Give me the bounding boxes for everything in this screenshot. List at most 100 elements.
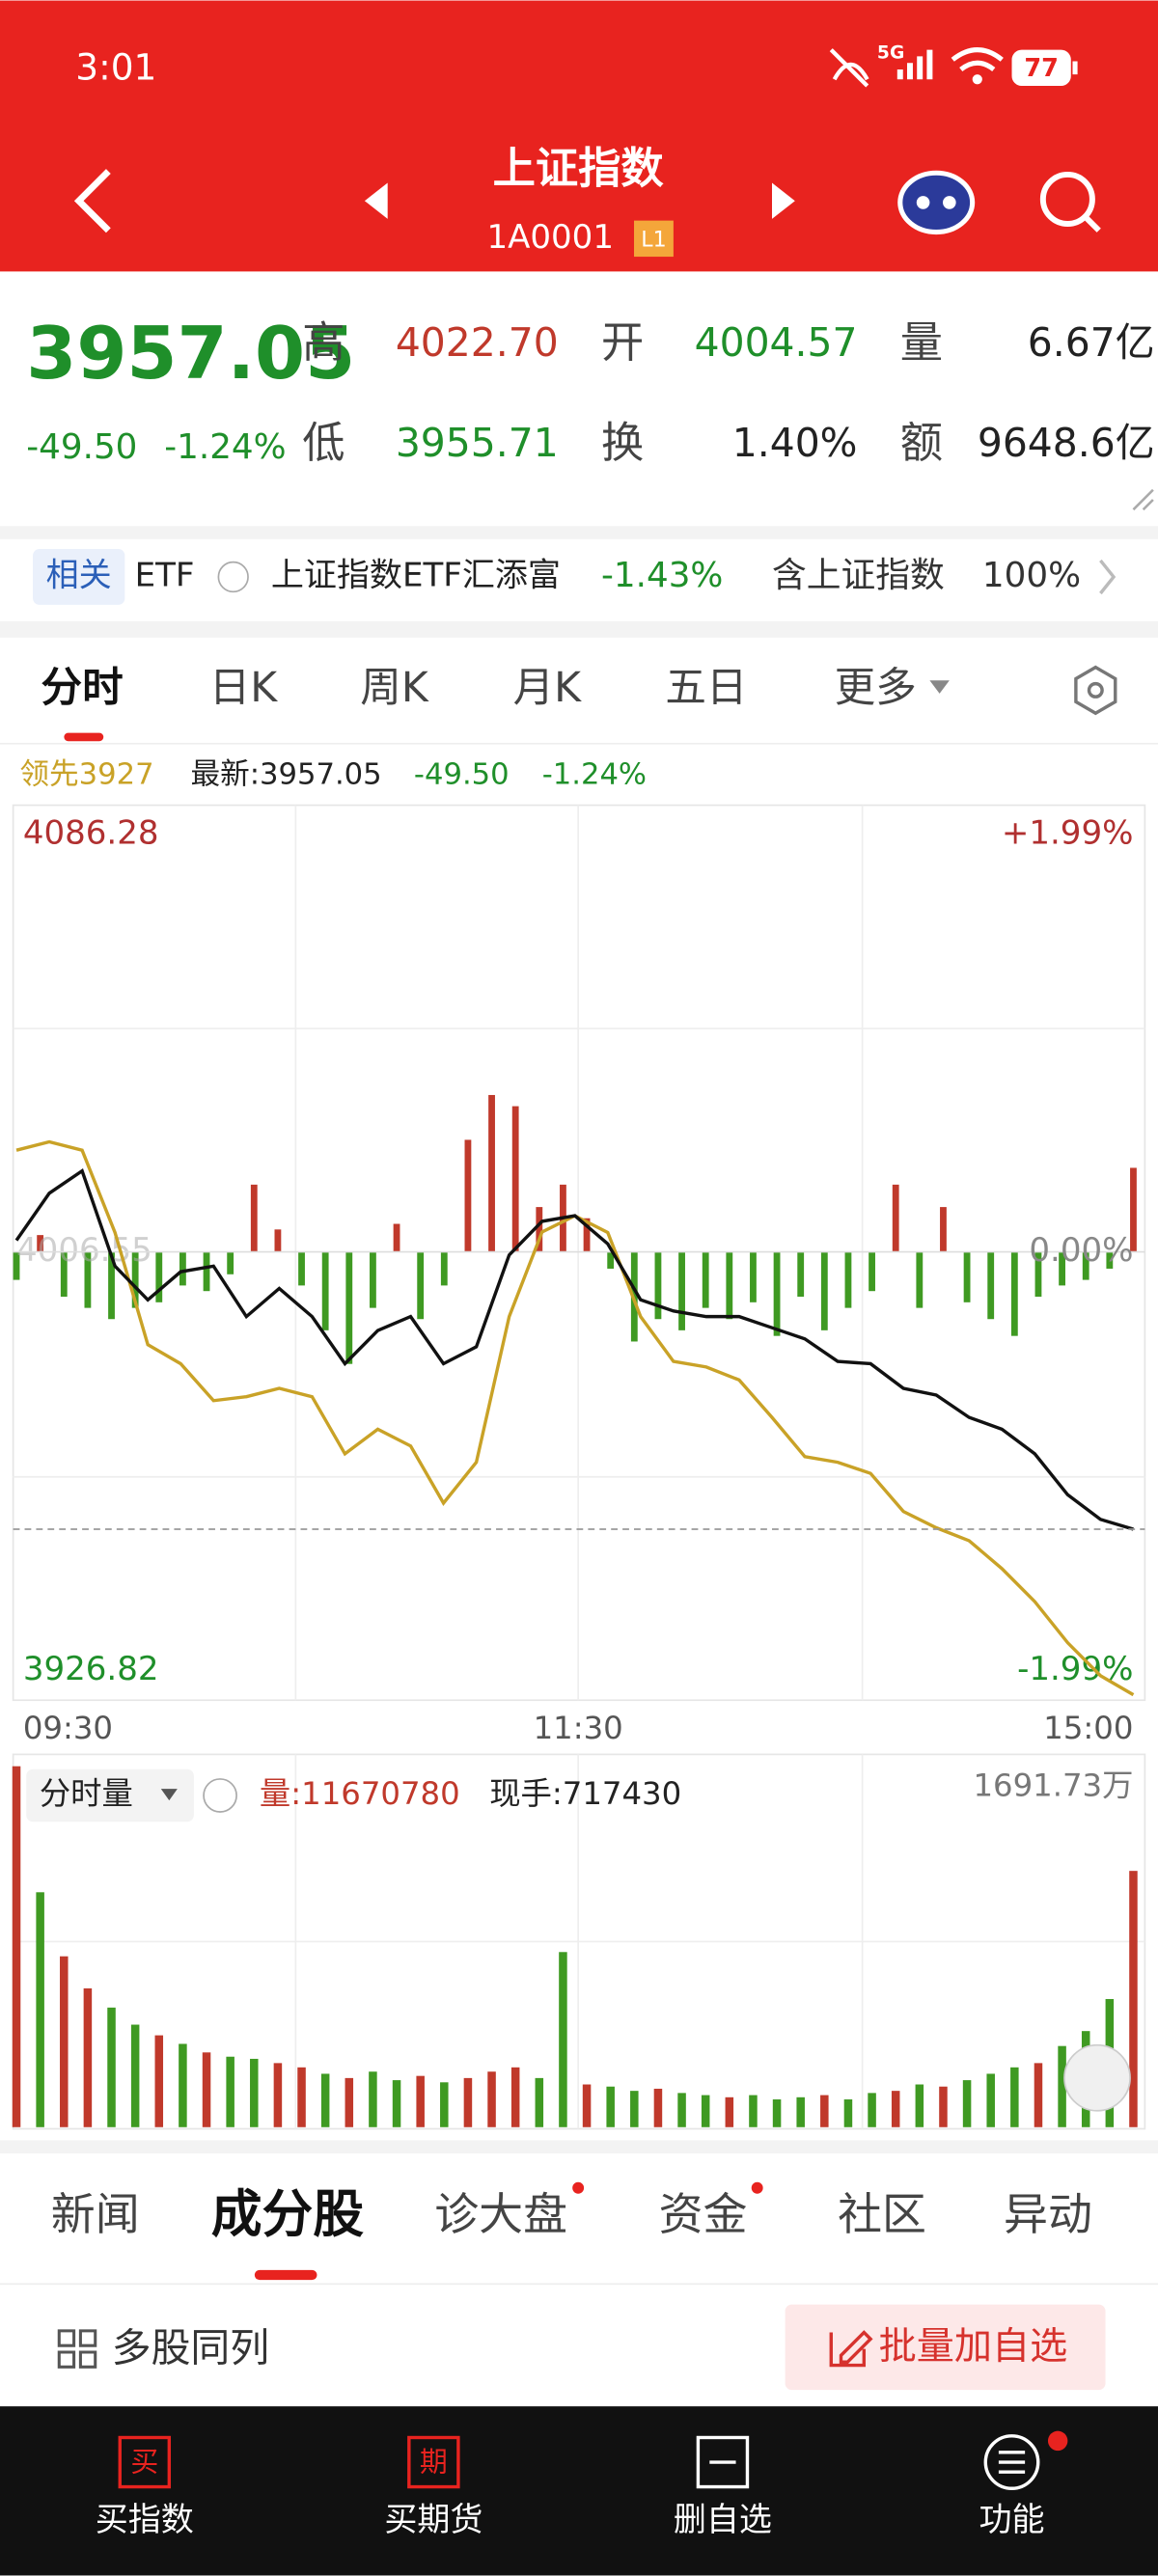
battery xyxy=(1011,49,1071,87)
x-tick-label: 15:00 xyxy=(1043,1710,1133,1746)
breadth-bar xyxy=(1082,1251,1089,1280)
lead-line xyxy=(15,1139,1135,1697)
search-button[interactable] xyxy=(1039,171,1095,227)
breadth-bar xyxy=(488,1094,495,1252)
volume-bar xyxy=(369,2071,377,2127)
nav-bar xyxy=(0,2406,1158,2576)
volume-selector-bg[interactable] xyxy=(26,1768,194,1822)
assistant-eye xyxy=(943,196,956,209)
breadth-bar xyxy=(1059,1251,1065,1286)
breadth-bar xyxy=(440,1251,448,1286)
breadth-bar xyxy=(345,1251,353,1364)
breadth-bar xyxy=(393,1223,400,1252)
chevron[interactable] xyxy=(1099,559,1117,595)
volume-bar xyxy=(843,2099,853,2127)
search-handle xyxy=(1084,215,1101,233)
volume-selector[interactable]: 分时量 xyxy=(40,1775,133,1812)
breadth-bar xyxy=(892,1184,899,1252)
subtab[interactable]: 诊大盘 xyxy=(434,2188,567,2240)
volume-bar xyxy=(36,1892,44,2127)
volume-bar xyxy=(535,2077,544,2127)
nav-label[interactable]: 功能 xyxy=(979,2501,1044,2539)
y2-tick-label: -1.99% xyxy=(1017,1650,1133,1688)
tab[interactable]: 日K xyxy=(209,665,279,712)
volume-bar xyxy=(60,1956,69,2127)
breadth-bar xyxy=(1010,1251,1018,1336)
volume-bar xyxy=(820,2095,829,2127)
fullscreen-button[interactable] xyxy=(1063,2043,1131,2112)
divider xyxy=(0,2283,1158,2286)
tab[interactable]: 分时 xyxy=(41,665,124,712)
toolbar-left[interactable]: 多股同列 xyxy=(112,2324,269,2370)
edit-icon xyxy=(829,2330,873,2368)
breadth-bar xyxy=(227,1251,234,1274)
tab[interactable]: 周K xyxy=(360,665,429,712)
x-tick-label: 09:30 xyxy=(23,1710,113,1746)
nav-label[interactable]: 买期货 xyxy=(384,2501,482,2539)
grid-icon xyxy=(57,2329,97,2369)
help-icon[interactable] xyxy=(217,561,249,593)
volume-bar xyxy=(416,2075,425,2127)
nav-label[interactable]: 删自选 xyxy=(674,2501,772,2539)
field-value: 9648.6亿 xyxy=(978,420,1155,466)
nav-label[interactable]: 买指数 xyxy=(96,2501,194,2539)
tab[interactable]: 月K xyxy=(513,665,583,712)
volume-bar xyxy=(915,2084,924,2127)
breadth-bar xyxy=(1106,1251,1114,1269)
volume-bar xyxy=(510,2067,520,2127)
subtab-dot xyxy=(572,2181,585,2194)
help-icon[interactable] xyxy=(203,1778,237,1813)
next-button[interactable] xyxy=(772,182,795,219)
breadth-bar xyxy=(417,1251,425,1320)
volume-bar xyxy=(677,2093,686,2127)
field-label: 换 xyxy=(601,419,644,468)
breadth-bar xyxy=(250,1184,258,1252)
batch-button[interactable] xyxy=(785,2304,1106,2391)
etf-tag-bg xyxy=(33,549,125,605)
volume-caret xyxy=(160,1789,178,1801)
etf-name[interactable]: 上证指数ETF汇添富 xyxy=(271,556,561,594)
subtab[interactable]: 资金 xyxy=(659,2188,748,2240)
volume-bar xyxy=(154,2035,164,2127)
volume-tick-label: 1691.73万 xyxy=(973,1767,1133,1803)
volume-bar xyxy=(582,2084,592,2127)
tab[interactable]: 更多 xyxy=(835,665,917,712)
volume-bar xyxy=(226,2056,234,2127)
subtab[interactable]: 成分股 xyxy=(211,2185,365,2244)
breadth-bar xyxy=(13,1251,20,1280)
breadth-bar xyxy=(726,1251,733,1320)
back-button[interactable] xyxy=(73,169,111,233)
breadth-bar xyxy=(511,1106,519,1252)
volume-bar xyxy=(701,2095,710,2127)
volume-bar xyxy=(130,2024,140,2127)
subtab[interactable]: 异动 xyxy=(1004,2188,1092,2240)
volume-bar xyxy=(250,2058,259,2127)
subtab[interactable]: 新闻 xyxy=(51,2188,140,2240)
field-value: 4022.70 xyxy=(396,319,559,366)
breadth-bar xyxy=(203,1251,210,1292)
volume-bar xyxy=(345,2077,354,2127)
subtab[interactable]: 社区 xyxy=(838,2188,926,2240)
batch-button-label[interactable]: 批量加自选 xyxy=(879,2325,1068,2369)
legend-change: -49.50 xyxy=(414,757,510,791)
breadth-bar xyxy=(370,1251,376,1308)
code: 1A0001 xyxy=(486,218,614,257)
tab[interactable]: 五日 xyxy=(665,665,747,712)
volume-bar xyxy=(796,2096,805,2127)
breadth-bar xyxy=(750,1251,757,1302)
prev-button[interactable] xyxy=(364,182,388,219)
etf-pct: -1.43% xyxy=(601,556,723,595)
assistant-eye xyxy=(916,196,930,209)
badge-bg xyxy=(634,220,674,258)
breadth-bar xyxy=(678,1251,685,1330)
breadth-bar xyxy=(940,1207,947,1252)
battery-tip xyxy=(1072,61,1078,75)
breadth-bar xyxy=(60,1251,68,1298)
settings-button[interactable] xyxy=(1074,665,1117,716)
breadth-bar xyxy=(773,1251,781,1336)
assistant-button[interactable] xyxy=(897,170,976,235)
field-label: 高 xyxy=(302,318,345,368)
field-value: 1.40% xyxy=(732,420,858,466)
breadth-bar xyxy=(654,1251,662,1320)
